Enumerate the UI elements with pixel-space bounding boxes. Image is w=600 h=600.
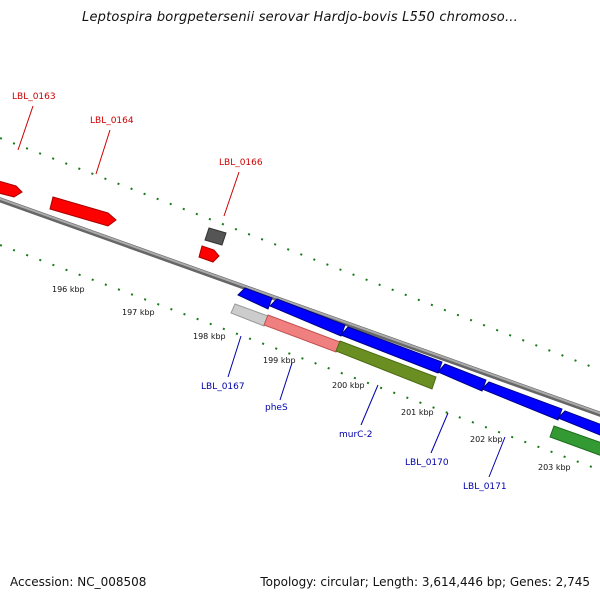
- gene-blue-2[interactable]: [269, 298, 346, 337]
- scale-label: 201 kbp: [401, 408, 434, 417]
- gene-murC-2[interactable]: [335, 340, 437, 390]
- gene-blue-5[interactable]: [481, 381, 563, 421]
- gene-blue-4[interactable]: [437, 363, 487, 392]
- gene-LBL_0166[interactable]: [198, 245, 220, 263]
- label-LBL_0163[interactable]: LBL_0163: [12, 92, 56, 102]
- gene-LBL_0163[interactable]: [0, 180, 23, 198]
- scale-label: 198 kbp: [193, 332, 226, 341]
- gene-green-1[interactable]: [549, 425, 600, 457]
- label-murC-2[interactable]: murC-2: [339, 430, 372, 440]
- map-title: Leptospira borgpetersenii serovar Hardjo…: [82, 10, 518, 25]
- topology-summary-text: Topology: circular; Length: 3,614,446 bp…: [260, 575, 590, 589]
- scale-label: 200 kbp: [332, 381, 365, 390]
- scale-label: 203 kbp: [538, 463, 571, 472]
- forward-gene-labels: [17, 105, 240, 217]
- scale-labels: 196 kbp 197 kbp 198 kbp 199 kbp 200 kbp …: [52, 285, 571, 472]
- gene-blue-1[interactable]: [237, 287, 273, 310]
- reverse-gene-labels: [227, 335, 506, 478]
- scale-label: 202 kbp: [470, 435, 503, 444]
- reverse-gene-label-text: LBL_0167 pheS murC-2 LBL_0170 LBL_0171: [201, 382, 507, 492]
- label-pheS[interactable]: pheS: [265, 403, 288, 413]
- gene-LBL_0164[interactable]: [49, 196, 117, 227]
- forward-gene-label-text: LBL_0163 LBL_0164 LBL_0166: [12, 92, 263, 168]
- gene-blue-6[interactable]: [557, 410, 600, 437]
- scale-label: 197 kbp: [122, 308, 155, 317]
- gene-blue-3[interactable]: [340, 326, 443, 374]
- label-LBL_0167[interactable]: LBL_0167: [201, 382, 245, 392]
- label-LBL_0170[interactable]: LBL_0170: [405, 458, 449, 468]
- scale-label: 196 kbp: [52, 285, 85, 294]
- accession-text: Accession: NC_008508: [10, 575, 147, 589]
- label-LBL_0166[interactable]: LBL_0166: [219, 158, 263, 168]
- gene-LBL_0167[interactable]: [230, 303, 269, 327]
- scale-label: 199 kbp: [263, 356, 296, 365]
- forward-strand-genes: [0, 180, 227, 263]
- chromosome-backbone: [0, 197, 600, 417]
- inner-dotted-ring: [0, 244, 600, 471]
- reverse-strand-genes: [230, 287, 600, 457]
- gene-LBL_0165[interactable]: [204, 227, 227, 246]
- label-LBL_0171[interactable]: LBL_0171: [463, 482, 507, 492]
- label-LBL_0164[interactable]: LBL_0164: [90, 116, 134, 126]
